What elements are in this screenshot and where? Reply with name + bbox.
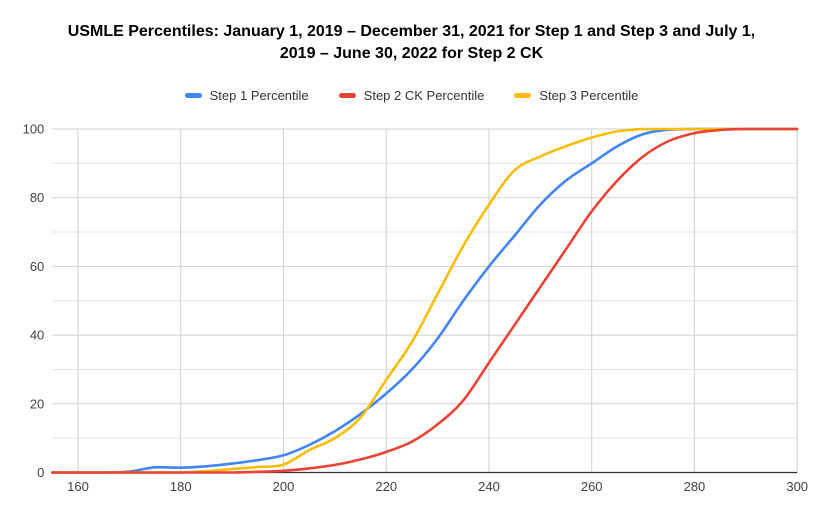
x-tick-label: 240 [478, 479, 500, 494]
x-tick-label: 280 [684, 479, 706, 494]
y-tick-label: 0 [37, 465, 44, 480]
legend-swatch-step-1 [184, 92, 202, 98]
x-tick-label: 220 [375, 479, 397, 494]
y-tick-label: 20 [30, 396, 44, 411]
y-tick-label: 60 [30, 259, 44, 274]
legend-item-step-1: Step 1 Percentile [184, 87, 309, 103]
legend-label-step-2-ck: Step 2 CK Percentile [363, 87, 485, 103]
x-tick-label: 180 [170, 479, 192, 494]
legend-label-step-3: Step 3 Percentile [539, 87, 639, 103]
y-tick-label: 40 [30, 328, 44, 343]
legend-item-step-2-ck: Step 2 CK Percentile [338, 87, 485, 103]
x-tick-label: 300 [786, 479, 808, 494]
x-tick-label: 160 [67, 479, 89, 494]
x-tick-label: 260 [581, 479, 603, 494]
chart-title: USMLE Percentiles: January 1, 2019 – Dec… [0, 21, 823, 65]
legend-label-step-1: Step 1 Percentile [209, 87, 309, 103]
chart-legend: Step 1 Percentile Step 2 CK Percentile S… [0, 85, 823, 105]
legend-item-step-3: Step 3 Percentile [514, 88, 638, 103]
series-line-step-2-ck-percentile [51, 127, 799, 474]
x-tick-label: 200 [273, 479, 295, 494]
chart-title-line-2: 2019 – June 30, 2022 for Step 2 CK [279, 45, 544, 62]
y-tick-label: 100 [23, 122, 45, 137]
chart-title-line-1: USMLE Percentiles: January 1, 2019 – Dec… [67, 23, 756, 40]
legend-swatch-step-2-ck [338, 92, 356, 98]
legend-swatch-step-3 [514, 92, 532, 98]
y-tick-label: 80 [30, 190, 44, 205]
